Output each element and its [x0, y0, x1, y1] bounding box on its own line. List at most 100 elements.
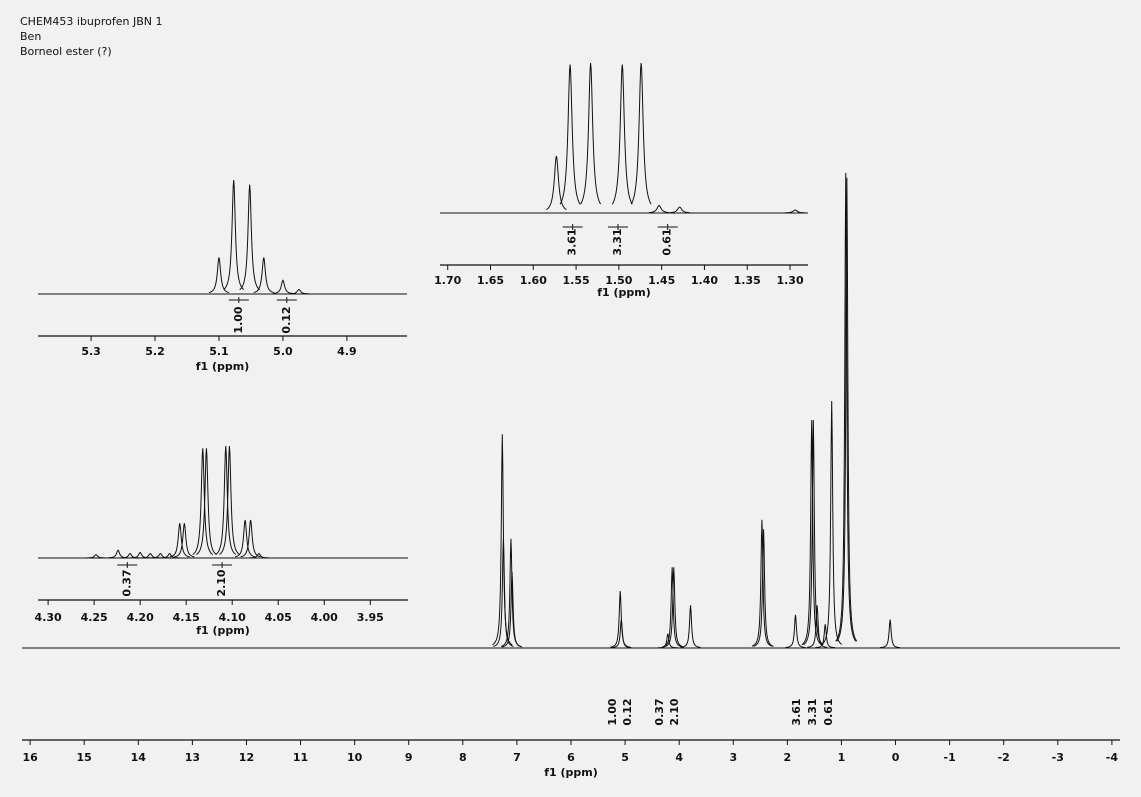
integral-label: 3.31 [611, 228, 624, 255]
x-tick-label: 2 [784, 751, 792, 764]
peak [272, 279, 293, 294]
x-tick-label: 0 [892, 751, 900, 764]
peak [239, 184, 261, 291]
peak [785, 614, 806, 649]
peak [288, 288, 309, 295]
peak [611, 619, 632, 649]
x-tick-label: -1 [944, 751, 956, 764]
peak [208, 257, 230, 294]
peak [492, 434, 513, 646]
x-tick-label: 3.95 [357, 611, 384, 624]
x-tick-label: 8 [459, 751, 467, 764]
subtitle: Ben [20, 30, 41, 43]
peak [801, 419, 822, 646]
x-tick-label: 1.30 [776, 274, 803, 287]
x-tick-label: 16 [22, 751, 38, 764]
x-tick-label: 14 [131, 751, 147, 764]
x-tick-label: 12 [239, 751, 254, 764]
x-tick-label: 1.60 [520, 274, 547, 287]
x-tick-label: 10 [347, 751, 363, 764]
integral-label: 0.37 [120, 569, 133, 596]
x-tick-label: 1.55 [563, 274, 590, 287]
peak [150, 552, 171, 559]
peak [559, 64, 581, 205]
x-axis-label: f1 (ppm) [196, 624, 250, 637]
integral-label: 2.10 [215, 569, 228, 596]
peak [546, 155, 567, 211]
x-tick-label: 4.05 [265, 611, 292, 624]
peak [751, 519, 773, 647]
peak [493, 538, 514, 647]
peak [253, 257, 274, 294]
annotation: Borneol ester (?) [20, 45, 112, 58]
x-tick-label: 1.70 [434, 274, 461, 287]
x-tick-label: 6 [567, 751, 575, 764]
x-tick-label: 5.3 [81, 345, 101, 358]
x-axis-label: f1 (ppm) [544, 766, 598, 779]
integral-label: 2.10 [668, 698, 681, 725]
peak [680, 605, 701, 648]
integral-label: 0.61 [661, 228, 674, 255]
x-tick-label: 4.30 [35, 611, 62, 624]
integral-label: 0.37 [653, 698, 666, 725]
x-tick-label: -3 [1052, 751, 1064, 764]
x-tick-label: 15 [77, 751, 92, 764]
x-tick-label: 3 [729, 751, 737, 764]
peak [174, 523, 195, 558]
peak [130, 551, 151, 559]
integral-label: 1.00 [606, 698, 619, 725]
peak [159, 552, 180, 559]
x-tick-label: 1.45 [648, 274, 675, 287]
peak [140, 552, 161, 559]
peak [663, 567, 684, 648]
integral-label: 3.61 [566, 228, 579, 255]
x-tick-label: 4.25 [81, 611, 108, 624]
x-tick-label: 1.50 [605, 274, 632, 287]
x-tick-label: 1 [838, 751, 846, 764]
peak [611, 64, 633, 205]
peak [880, 619, 901, 649]
peak [821, 400, 843, 645]
x-tick-label: 9 [405, 751, 413, 764]
peak [657, 633, 678, 649]
peak [85, 554, 106, 559]
peak [785, 209, 806, 214]
title: CHEM453 ibuprofen JBN 1 [20, 15, 163, 28]
x-tick-label: 5.0 [273, 345, 293, 358]
x-tick-label: 1.40 [691, 274, 718, 287]
x-tick-label: 1.35 [734, 274, 761, 287]
peak [219, 445, 240, 555]
x-tick-label: -2 [998, 751, 1010, 764]
x-tick-label: 4.10 [219, 611, 246, 624]
peak [662, 567, 683, 648]
peak [120, 552, 141, 559]
x-tick-label: 4.9 [337, 345, 357, 358]
x-tick-label: 4.20 [127, 611, 154, 624]
peak [630, 62, 652, 205]
peak [649, 204, 670, 214]
x-tick-label: 4.00 [311, 611, 338, 624]
integral-label: 0.61 [822, 698, 835, 725]
x-tick-label: 4 [675, 751, 683, 764]
peak [815, 624, 836, 649]
x-tick-label: 5 [621, 751, 629, 764]
peak [169, 523, 190, 558]
integral-label: 0.12 [621, 698, 634, 725]
peak [580, 62, 602, 205]
peak [248, 552, 269, 559]
x-tick-label: 4.15 [173, 611, 200, 624]
peak [807, 605, 828, 648]
x-tick-label: 1.65 [477, 274, 504, 287]
x-tick-label: 5.2 [145, 345, 165, 358]
x-axis-label: f1 (ppm) [597, 286, 651, 299]
peak [753, 529, 774, 647]
x-tick-label: 5.1 [209, 345, 229, 358]
x-axis-label: f1 (ppm) [196, 360, 250, 373]
x-tick-label: 13 [185, 751, 200, 764]
integral-label: 3.61 [790, 698, 803, 725]
x-tick-label: 7 [513, 751, 521, 764]
peak [223, 179, 245, 290]
